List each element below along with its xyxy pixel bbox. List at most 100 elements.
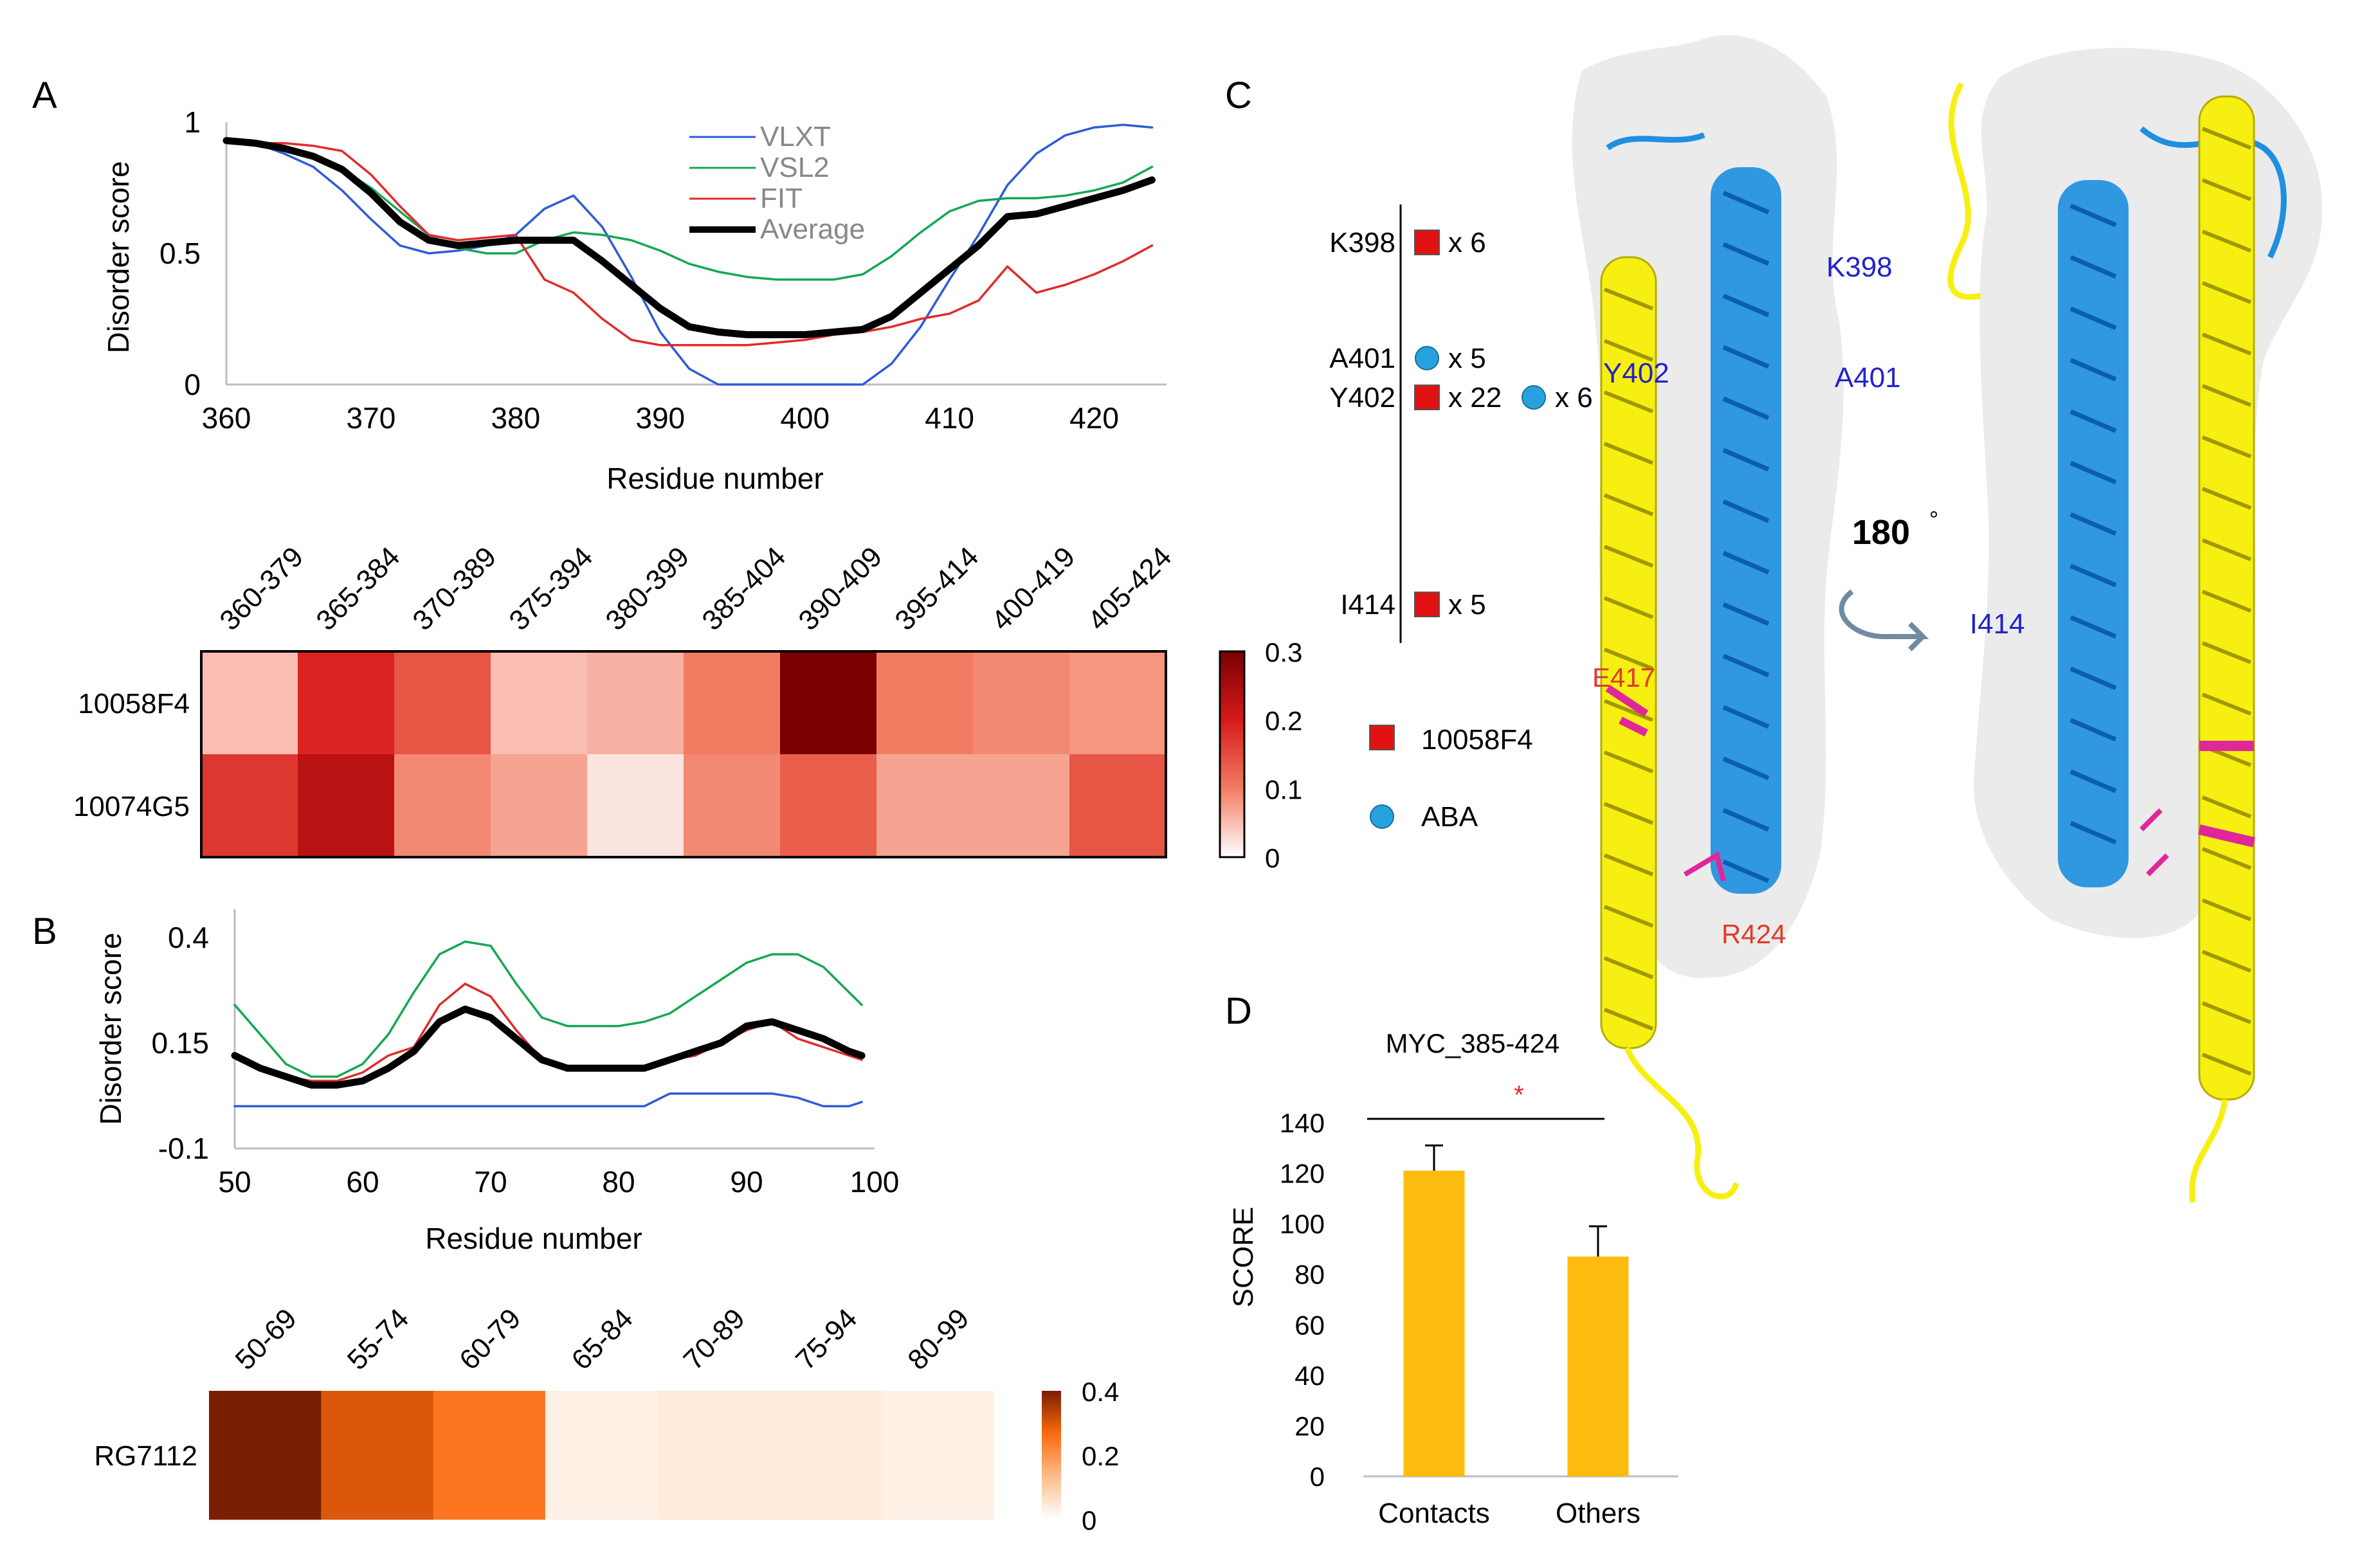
helix-blue-front — [1711, 167, 1781, 894]
residue-label-a401: A401 — [1329, 343, 1395, 374]
line-b-y-tick-0: -0.1 — [158, 1132, 209, 1165]
bar-y-tick-40: 40 — [1294, 1361, 1325, 1391]
line-b-x-tick-100: 100 — [850, 1165, 900, 1199]
line-b-series-vsl2 — [233, 940, 863, 1078]
protein-structure-front: K398 Y402 A401 E417 R424 — [1572, 35, 1901, 1200]
contact-square-marker — [1414, 385, 1440, 410]
panel-letter-a: A — [32, 75, 57, 116]
residue-label-y402: Y402 — [1329, 382, 1395, 413]
legend-label-vlxt: VLXT — [760, 121, 831, 152]
contact-count-k398-0: x 6 — [1448, 227, 1486, 258]
panel-a: A 360 370 380 390 400 410 420 0 0.5 1 Residue num… — [32, 75, 1302, 873]
magenta-residue-front — [1605, 685, 1649, 737]
heatmap-b-cell-0-1 — [321, 1391, 434, 1520]
heatmap-a-column-label-6: 390-409 — [792, 541, 888, 637]
helix-yellow-stripes-front — [1603, 287, 1654, 1031]
heatmap-a-row-label-0: 10058F4 — [78, 688, 190, 720]
heatmap-a-column-label-7: 395-414 — [889, 541, 985, 637]
line-a-x-tick-400: 400 — [780, 401, 830, 435]
line-a-x-tick-390: 390 — [635, 401, 685, 435]
heatmap-b-scale-tick-1: 0.2 — [1082, 1441, 1119, 1471]
heatmap-a-cell-1-9 — [1069, 754, 1167, 858]
heatmap-a-cell-0-0 — [201, 651, 298, 755]
line-b-y-tick-1: 0.15 — [151, 1026, 209, 1060]
heatmap-b-cell-0-2 — [433, 1391, 546, 1520]
loop-yellow-front — [1624, 1047, 1740, 1200]
heatmap-a-column-label-0: 360-379 — [213, 541, 309, 637]
line-b-x-tick-70: 70 — [474, 1165, 507, 1199]
heatmap-b-row-label-0: RG7112 — [94, 1440, 197, 1472]
contact-count-y402-1: x 6 — [1555, 382, 1593, 413]
heatmap-b-scale-tick-0: 0.4 — [1082, 1377, 1119, 1407]
line-a-series-vsl2 — [225, 139, 1154, 281]
line-a-series-vlxt — [225, 123, 1154, 386]
heatmap-a-cell-0-9 — [1069, 651, 1167, 755]
magenta-residue-back — [2198, 741, 2255, 847]
rotation-indicator: 180 ° — [1839, 506, 1938, 651]
protein-structure-back: I414 — [1947, 48, 2323, 1203]
heatmap-a-cell-1-8 — [973, 754, 1070, 858]
contact-count-a401-0: x 5 — [1448, 343, 1486, 374]
line-a-y-tick-0: 0 — [184, 368, 201, 401]
magenta-sidechain-back — [2139, 808, 2169, 876]
heatmap-b-cell-0-4 — [657, 1391, 770, 1520]
rotation-degree-symbol: ° — [1929, 506, 1938, 532]
contact-count-y402-0: x 22 — [1448, 382, 1502, 413]
heatmap-a-cell-0-4 — [587, 651, 684, 755]
structure-label-r424: R424 — [1721, 919, 1786, 949]
panel-b: B 50 60 70 80 90 100 -0.1 0.15 0.4 Residue numbe… — [32, 909, 1119, 1535]
bar-y-tick-60: 60 — [1294, 1310, 1325, 1340]
bar-y-tick-120: 120 — [1280, 1159, 1325, 1189]
significance-star: * — [1514, 1081, 1524, 1109]
heatmap-a-scale-tick-0: 0.3 — [1265, 637, 1302, 667]
heatmap-a-cell-0-5 — [684, 651, 781, 755]
heatmap-a-column-label-9: 405-424 — [1082, 541, 1177, 637]
y-axis-label-a: Disorder score — [102, 161, 135, 353]
line-a-x-tick-420: 420 — [1069, 401, 1119, 435]
contact-count-i414-0: x 5 — [1448, 589, 1486, 621]
heatmap-a-cell-1-2 — [394, 754, 491, 858]
heatmap-a-scale-tick-3: 0 — [1265, 843, 1280, 873]
heatmap-b-cell-0-6 — [881, 1391, 994, 1520]
helix-blue-stripes-front — [1722, 190, 1770, 883]
heatmap-b-column-label-4: 70-89 — [678, 1303, 751, 1376]
heatmap-a-cell-0-8 — [973, 651, 1070, 755]
line-b-x-tick-50: 50 — [218, 1165, 251, 1199]
line-b-series-fit — [233, 983, 863, 1082]
heatmap-a-cell-1-4 — [587, 754, 684, 858]
structure-label-a401: A401 — [1835, 362, 1901, 394]
line-chart-a: 360 370 380 390 400 410 420 0 0.5 1 Residue numbe… — [102, 105, 1167, 495]
legend-square-marker — [1369, 725, 1395, 750]
helix-yellow-back — [2198, 95, 2255, 1101]
rotation-angle-label: 180 — [1852, 513, 1910, 552]
legend-c: 10058F4 ABA — [1369, 724, 1533, 833]
contact-circle-marker — [1415, 346, 1439, 370]
bar-y-tick-140: 140 — [1280, 1108, 1325, 1138]
x-axis-label-a: Residue number — [606, 462, 824, 495]
line-a-series-fit — [225, 141, 1154, 347]
legend-label-fit: FIT — [760, 183, 803, 214]
structure-label-i414: I414 — [1970, 608, 2025, 640]
bar-chart-title: MYC_385-424 — [1386, 1028, 1560, 1058]
residue-label-i414: I414 — [1340, 589, 1395, 621]
line-b-x-tick-60: 60 — [346, 1165, 379, 1199]
heatmap-a-cell-1-5 — [684, 754, 781, 858]
bar-y-tick-20: 20 — [1294, 1411, 1325, 1441]
heatmap-a-column-label-4: 380-399 — [599, 541, 695, 637]
line-a-x-tick-410: 410 — [925, 401, 974, 435]
loop-blue-back — [2139, 126, 2287, 259]
colorbar-a — [1219, 650, 1246, 858]
molecular-surface-back — [1974, 48, 2323, 938]
heatmap-a-column-label-1: 365-384 — [310, 541, 406, 637]
line-b-series-vlxt — [233, 1092, 863, 1108]
loop-yellow-back-bottom — [2189, 1099, 2228, 1203]
legend-circle-marker — [1370, 804, 1394, 829]
heatmap-b-column-label-6: 80-99 — [902, 1303, 975, 1376]
line-chart-b: 50 60 70 80 90 100-0.10.150.4 Residue number … — [94, 909, 899, 1255]
bar-others — [1567, 1256, 1629, 1476]
heatmap-a-cell-1-7 — [877, 754, 974, 858]
heatmap-a-cell-1-3 — [491, 754, 588, 858]
line-a-x-tick-370: 370 — [347, 401, 396, 435]
heatmap-a-column-label-3: 375-394 — [503, 541, 599, 637]
